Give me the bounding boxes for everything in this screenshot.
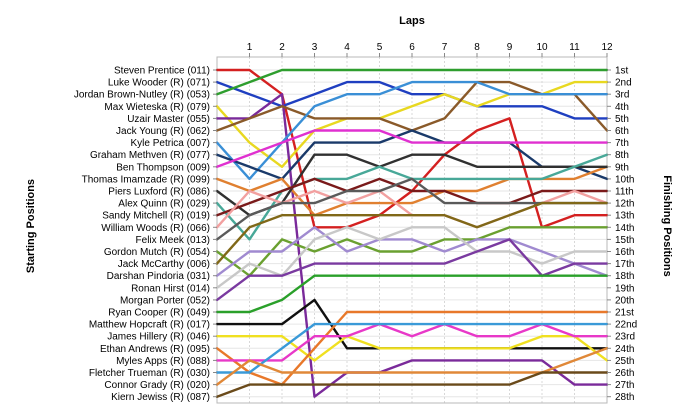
finishing-position-label: 23rd [615,332,635,343]
series-line-17 [215,201,609,265]
finishing-position-label: 11th [615,187,634,198]
series-line-5 [215,92,609,398]
finishing-position-label: 18th [615,271,634,282]
series-line-9 [215,129,609,169]
finishing-position-label: 8th [615,150,629,161]
series-line-16 [215,226,609,277]
finishing-position-label: 14th [615,223,634,234]
series-line-18 [215,226,609,277]
starting-position-label: Connor Grady (R) (020) [104,380,210,391]
finishing-position-label: 16th [615,247,634,258]
finishing-position-labels: 1st2nd3rd4th5th6th7th8th9th10th11th12th1… [607,66,637,403]
finishing-position-label: 13th [615,211,634,222]
finishing-position-label: 24th [615,344,634,355]
starting-position-label: Piers Luxford (R) (086) [108,187,210,198]
finishing-position-label: 17th [615,259,634,270]
starting-position-label: Luke Wooder (R) (071) [108,78,210,89]
starting-position-label: Graham Methven (R) (077) [90,150,210,161]
starting-position-label: Ben Thompson (009) [116,162,210,173]
series-line-21 [215,274,609,314]
finishing-position-label: 15th [615,235,634,246]
finishing-position-label: 28th [615,392,634,403]
starting-position-label: James Hillery (R) (046) [107,332,210,343]
starting-position-label: Felix Meek (013) [136,235,210,246]
y-axis-label-right: Finishing Positions [661,175,673,276]
series-line-26 [215,322,609,374]
finishing-position-label: 6th [615,126,629,137]
series-line-13 [215,177,609,217]
starting-position-label: Morgan Porter (052) [120,295,210,306]
x-tick-label: 1 [247,42,253,53]
finishing-position-label: 20th [615,295,634,306]
starting-position-label: Steven Prentice (011) [114,66,210,77]
starting-position-labels: Steven Prentice (011)Luke Wooder (R) (07… [74,66,217,403]
starting-position-label: Kyle Petrica (007) [131,138,210,149]
x-tick-label: 2 [279,42,285,53]
starting-position-label: Darshan Pindoria (031) [107,271,210,282]
finishing-position-label: 5th [615,114,629,125]
finishing-position-label: 22nd [615,320,637,331]
x-tick-label: 10 [536,42,548,53]
series-line-3 [215,68,609,96]
x-tick-labels: 1 2 3 4 5 6 7 8 9 10 11 12 [247,42,613,57]
chart-title: Laps [399,15,425,27]
finishing-position-label: 2nd [615,78,632,89]
series-line-23 [215,335,609,362]
starting-position-label: Fletcher Trueman (R) (030) [89,368,210,379]
starting-position-label: Jack Young (R) (062) [116,126,210,137]
x-tick-label: 5 [377,42,383,53]
finishing-position-label: 3rd [615,90,629,101]
finishing-position-label: 19th [615,283,634,294]
finishing-position-label: 12th [615,199,634,210]
finishing-position-label: 27th [615,380,634,391]
starting-position-label: Kiern Jewiss (R) (087) [111,392,210,403]
finishing-position-label: 10th [615,174,634,185]
starting-position-label: Alex Quinn (R) (029) [118,199,210,210]
starting-position-label: Jordan Brown-Nutley (R) (053) [74,90,210,101]
finishing-position-label: 4th [615,102,629,113]
x-tick-label: 11 [569,42,580,53]
x-tick-label: 8 [474,42,480,53]
finishing-position-label: 25th [615,356,634,367]
x-tick-label: 12 [601,42,613,53]
finishing-position-label: 26th [615,368,634,379]
starting-position-label: Gordon Mutch (R) (054) [104,247,210,258]
starting-position-label: Thomas Imamzade (R) (099) [82,174,210,185]
x-tick-label: 6 [409,42,415,53]
x-tick-label: 7 [442,42,448,53]
starting-position-label: Jack McCarthy (006) [118,259,210,270]
starting-position-label: William Woods (R) (066) [101,223,210,234]
series-line-28 [215,371,609,398]
starting-position-label: Matthew Hopcraft (R) (017) [89,320,210,331]
finishing-position-label: 21st [615,308,634,319]
finishing-position-label: 1st [615,66,629,77]
starting-position-label: Ryan Cooper (R) (049) [108,308,210,319]
x-tick-label: 9 [507,42,513,53]
starting-position-label: Max Wieteska (R) (079) [104,102,210,113]
finishing-position-label: 7th [615,138,629,149]
starting-position-label: Sandy Mitchell (R) (019) [102,211,210,222]
starting-position-label: Ronan Hirst (014) [131,283,210,294]
x-tick-label: 3 [312,42,318,53]
finishing-position-label: 9th [615,162,629,173]
series-group [215,68,609,398]
starting-position-label: Ethan Andrews (R) (095) [100,344,210,355]
y-axis-label-left: Starting Positions [25,179,37,273]
x-tick-label: 4 [344,42,350,53]
starting-position-label: Myles Apps (R) (088) [116,356,210,367]
starting-position-label: Uzair Master (055) [127,114,210,125]
